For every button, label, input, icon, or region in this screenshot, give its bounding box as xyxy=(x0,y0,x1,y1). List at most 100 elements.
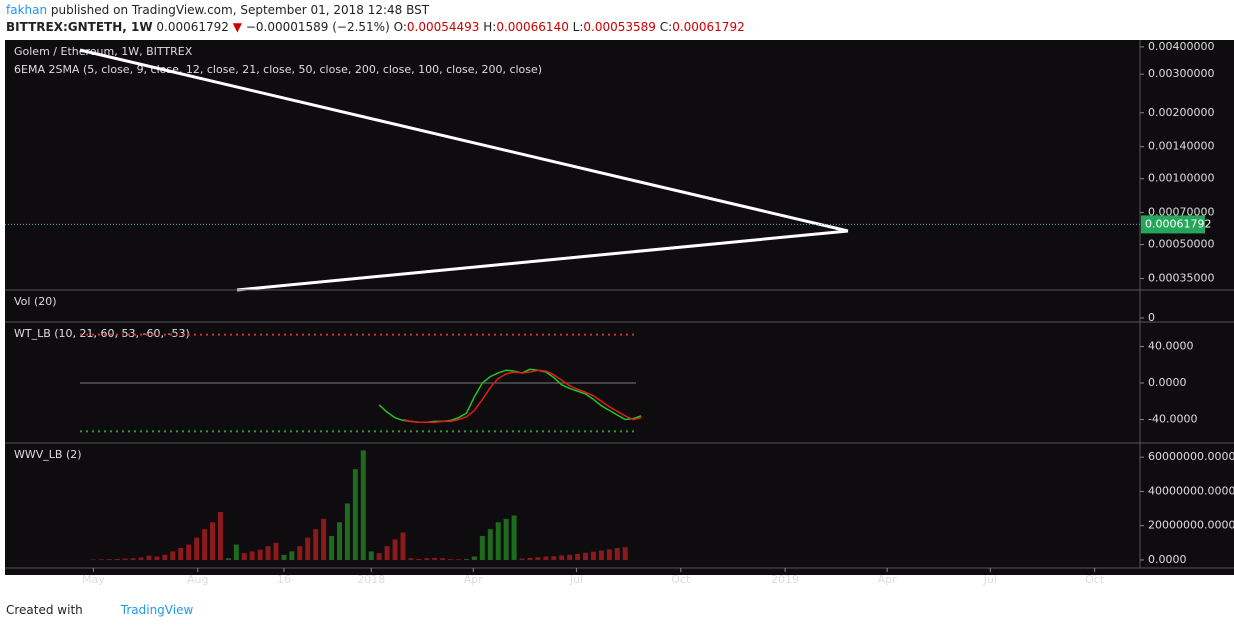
bar xyxy=(567,554,573,560)
ohlc-value: 0.00061792 xyxy=(672,20,745,34)
bar xyxy=(495,522,501,560)
y-tick-label: -40.0000 xyxy=(1148,413,1197,426)
y-tick-label: 0.00300000 xyxy=(1148,67,1214,80)
y-tick-label: 60000000.0000 xyxy=(1148,450,1234,463)
bar xyxy=(352,469,358,560)
bar xyxy=(162,554,168,560)
bar xyxy=(241,553,247,560)
bar xyxy=(448,559,454,560)
x-tick-label: 16 xyxy=(277,573,291,586)
bar xyxy=(265,546,271,560)
x-tick-label: May xyxy=(82,573,105,586)
bar xyxy=(535,557,541,560)
created: Created with xyxy=(6,603,83,617)
bar xyxy=(598,550,604,560)
y-tick-label: 0.00140000 xyxy=(1148,140,1214,153)
bar xyxy=(106,559,112,560)
x-tick-label: Apr xyxy=(878,573,898,586)
pane-title: WWV_LB (2) xyxy=(14,448,82,461)
bar xyxy=(202,529,208,560)
bar xyxy=(257,549,263,560)
chart-bg xyxy=(5,40,1234,575)
bar xyxy=(273,542,279,560)
bar xyxy=(463,559,469,560)
trend-line xyxy=(236,229,849,292)
bar xyxy=(98,559,104,560)
y-tick-label: 0.00200000 xyxy=(1148,106,1214,119)
bar xyxy=(281,554,287,560)
bar xyxy=(519,558,525,560)
pane-title: WT_LB (10, 21, 60, 53, -60, -53) xyxy=(14,327,190,340)
author[interactable]: fakhan xyxy=(6,3,48,17)
y-tick-label: 0 xyxy=(1148,311,1155,324)
bar xyxy=(329,535,335,560)
chart: Golem / Ethereum, 1W, BITTREX 6EMA 2SMA (… xyxy=(5,40,1234,586)
bar xyxy=(178,547,184,560)
ohlc-value: 0.00053589 xyxy=(583,20,656,34)
bar xyxy=(114,558,120,560)
bar xyxy=(527,557,533,560)
bar xyxy=(511,515,517,560)
bar xyxy=(336,522,342,560)
bar xyxy=(471,556,477,560)
last-price-box xyxy=(1141,215,1205,234)
bar xyxy=(360,450,366,560)
trend-line xyxy=(79,48,849,233)
bar xyxy=(297,546,303,560)
x-tick-label: 2019 xyxy=(771,573,799,586)
x-tick-label: Jul xyxy=(983,573,997,586)
brand[interactable]: TradingView xyxy=(120,603,194,617)
publish-line: fakhan published on TradingView.com, Sep… xyxy=(6,2,745,19)
bar xyxy=(456,559,462,560)
y-tick-label: 0.00050000 xyxy=(1148,238,1214,251)
bar xyxy=(146,555,152,560)
y-tick-label: 40.0000 xyxy=(1148,339,1194,352)
last-price-label: 0.00061792 xyxy=(1145,217,1211,230)
bar xyxy=(575,553,581,560)
bar xyxy=(614,547,620,560)
bar xyxy=(122,558,128,560)
bar xyxy=(233,544,239,560)
quote-line: BITTREX:GNTETH, 1W 0.00061792 ▼ −0.00001… xyxy=(6,19,745,36)
bar xyxy=(305,537,311,560)
y-tick-label: 0.00035000 xyxy=(1148,271,1214,284)
bar xyxy=(90,559,96,560)
bar xyxy=(503,518,509,560)
pane-title: Vol (20) xyxy=(14,295,57,308)
x-tick-label: Apr xyxy=(464,573,484,586)
last: 0.00061792 xyxy=(156,20,229,34)
change: −0.00001589 (−2.51%) xyxy=(245,20,390,34)
bar xyxy=(400,532,406,560)
bar xyxy=(622,547,628,560)
pane-title: Golem / Ethereum, 1W, BITTREX xyxy=(14,45,193,58)
y-tick-label: 40000000.0000 xyxy=(1148,484,1234,497)
bar xyxy=(479,535,485,560)
bar xyxy=(344,503,350,560)
y-tick-label: 0.00070000 xyxy=(1148,206,1214,219)
down-arrow: ▼ xyxy=(232,20,242,34)
bar xyxy=(186,544,192,560)
bar xyxy=(138,557,144,560)
bar xyxy=(154,556,160,560)
x-tick-label: 2018 xyxy=(357,573,385,586)
bar xyxy=(559,555,565,560)
bar xyxy=(384,546,390,560)
ohlc-value: 0.00054493 xyxy=(406,20,480,34)
x-tick-label: Aug xyxy=(187,573,208,586)
symbol: BITTREX:GNTETH, 1W xyxy=(6,20,153,34)
ohlc-key: L: xyxy=(572,20,584,34)
pane-subtitle: 6EMA 2SMA (5, close, 9, close, 12, close… xyxy=(14,63,542,76)
bar xyxy=(194,537,200,560)
bar xyxy=(424,558,430,560)
x-tick-label: Jul xyxy=(569,573,583,586)
bar xyxy=(432,557,438,560)
y-tick-label: 0.0000 xyxy=(1148,376,1187,389)
bar xyxy=(321,518,327,560)
ohlc-key: C: xyxy=(659,20,673,34)
x-tick-label: Oct xyxy=(671,573,691,586)
footer: Created with TradingView xyxy=(6,603,193,617)
ohlc-key: O: xyxy=(393,20,407,34)
bar xyxy=(209,522,215,560)
wt-line xyxy=(402,369,642,424)
